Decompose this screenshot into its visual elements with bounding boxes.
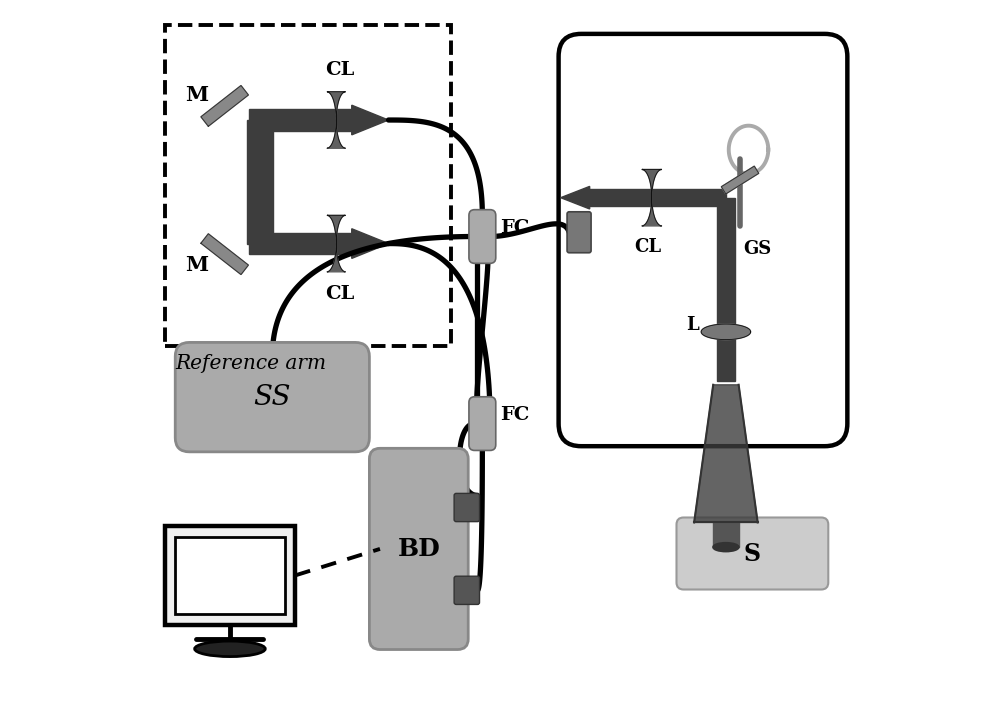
- Polygon shape: [701, 324, 751, 340]
- FancyBboxPatch shape: [469, 397, 496, 450]
- Polygon shape: [694, 385, 758, 522]
- FancyBboxPatch shape: [469, 210, 496, 263]
- FancyBboxPatch shape: [559, 34, 847, 446]
- Text: BD: BD: [397, 537, 440, 561]
- FancyBboxPatch shape: [175, 342, 369, 452]
- Ellipse shape: [713, 543, 739, 551]
- Text: Reference arm: Reference arm: [175, 354, 326, 373]
- Text: FC: FC: [500, 219, 529, 237]
- FancyBboxPatch shape: [676, 517, 828, 590]
- FancyBboxPatch shape: [369, 448, 468, 650]
- Polygon shape: [327, 215, 345, 272]
- Polygon shape: [561, 186, 590, 209]
- Text: M: M: [185, 255, 208, 275]
- Polygon shape: [713, 522, 739, 547]
- Polygon shape: [201, 234, 248, 275]
- FancyBboxPatch shape: [165, 526, 295, 625]
- Polygon shape: [352, 229, 388, 258]
- Text: FC: FC: [500, 406, 529, 424]
- FancyBboxPatch shape: [175, 537, 285, 614]
- Text: CL: CL: [325, 285, 354, 302]
- Text: M: M: [185, 85, 208, 105]
- Polygon shape: [201, 85, 248, 126]
- Text: CL: CL: [325, 61, 354, 79]
- Polygon shape: [327, 92, 345, 148]
- Polygon shape: [589, 189, 726, 206]
- Text: GS: GS: [744, 240, 772, 258]
- Polygon shape: [352, 105, 388, 135]
- Text: SS: SS: [254, 383, 291, 411]
- Polygon shape: [249, 233, 352, 254]
- FancyBboxPatch shape: [567, 212, 591, 253]
- FancyBboxPatch shape: [454, 576, 480, 604]
- Polygon shape: [247, 120, 273, 244]
- Polygon shape: [717, 198, 735, 381]
- Polygon shape: [249, 109, 352, 131]
- Text: S: S: [744, 542, 761, 566]
- Text: CL: CL: [635, 238, 662, 256]
- Ellipse shape: [195, 641, 265, 657]
- Text: L: L: [686, 316, 698, 334]
- FancyBboxPatch shape: [454, 493, 480, 522]
- Bar: [165, 25, 451, 346]
- Polygon shape: [721, 166, 759, 194]
- Polygon shape: [642, 169, 662, 226]
